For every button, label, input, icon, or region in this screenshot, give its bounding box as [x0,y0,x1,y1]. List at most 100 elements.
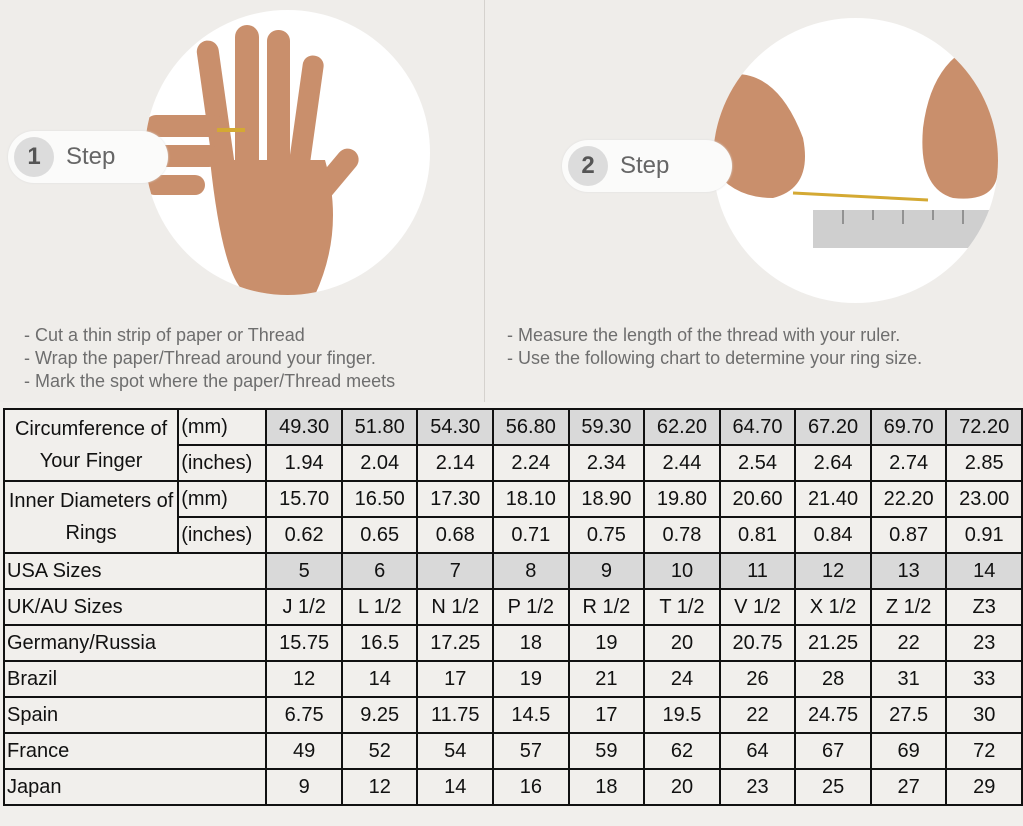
instruction-item: - Cut a thin strip of paper or Thread [24,325,305,345]
size-value: 64.70 [718,408,797,446]
size-value: 27.5 [869,696,948,734]
size-value: 24 [643,660,721,698]
size-value: 15.75 [265,624,343,662]
size-value: 49.30 [265,408,343,446]
size-value: 72 [945,732,1023,770]
size-value: Z 1/2 [869,588,948,626]
size-value: 2.24 [492,444,570,482]
size-value: 17 [416,660,495,698]
size-value: 11 [718,552,797,590]
size-value: 7 [416,552,495,590]
unit-label: (inches) [177,444,268,482]
size-value: 2.64 [794,444,872,482]
size-value: 19.5 [643,696,721,734]
size-value: 12 [340,768,419,806]
row-label: Brazil [2,660,268,698]
instruction-item: - Wrap the paper/Thread around your fing… [24,348,376,368]
size-value: 59.30 [567,408,646,446]
size-value: 2.34 [567,444,646,482]
size-value: 67 [794,732,872,770]
size-value: 17.30 [416,480,495,518]
size-value: 57 [492,732,570,770]
size-value: 62 [643,732,721,770]
unit-label: (inches) [177,516,268,554]
size-value: 5 [265,552,343,590]
size-value: 56.80 [492,408,570,446]
size-value: R 1/2 [567,588,646,626]
size-value: 10 [643,552,721,590]
size-value: 2.74 [869,444,948,482]
size-value: 16 [492,768,570,806]
size-value: 19 [567,624,646,662]
size-value: 49 [265,732,343,770]
size-value: 69.70 [869,408,948,446]
size-value: T 1/2 [643,588,721,626]
size-value: 20 [643,624,721,662]
size-value: X 1/2 [794,588,872,626]
size-value: 26 [718,660,797,698]
size-value: 22.20 [869,480,948,518]
group-label: Inner Diameters of Rings [2,480,180,554]
size-value: 29 [945,768,1023,806]
row-label: Spain [2,696,268,734]
size-value: 24.75 [794,696,872,734]
table-row: UK/AU Sizes J 1/2 L 1/2 N 1/2 P 1/2 R 1/2 T 1/… [2,588,1023,626]
instruction-item: - Use the following chart to determine y… [507,348,923,368]
size-value: 28 [794,660,872,698]
size-value: 19 [492,660,570,698]
size-value: 23.00 [945,480,1023,518]
size-value: 25 [794,768,872,806]
size-value: 0.71 [492,516,570,554]
step-1-badge: 1 Step [8,131,168,183]
size-value: 14 [945,552,1023,590]
size-value: 69 [869,732,948,770]
size-value: 6 [340,552,419,590]
size-value: 18.10 [492,480,570,518]
size-value: 22 [869,624,948,662]
size-value: 2.85 [945,444,1023,482]
size-value: 64 [718,732,797,770]
row-label: USA Sizes [2,552,268,590]
size-value: 23 [945,624,1023,662]
table-row: USA Sizes 5 6 7 8 9 10 11 12 13 14 [2,552,1023,590]
size-value: 0.81 [718,516,797,554]
size-value: 21 [567,660,646,698]
size-value: 33 [945,660,1023,698]
size-value: 17.25 [416,624,495,662]
size-value: 52 [340,732,419,770]
panel-divider [484,0,485,402]
size-value: P 1/2 [492,588,570,626]
size-value: 20 [643,768,721,806]
step-2-badge: 2 Step [562,140,732,192]
size-value: 8 [492,552,570,590]
size-value: 2.54 [718,444,797,482]
size-value: 16.5 [340,624,419,662]
size-value: 17 [567,696,646,734]
table-row: Circumference of Your Finger (mm) 49.30 51.… [2,408,1023,482]
size-value: 12 [265,660,343,698]
size-value: 14 [340,660,419,698]
table-row: (inches) 0.62 0.65 0.68 0.71 0.75 0.78 0.81 0.84… [4,516,1023,554]
table-row: Spain 6.75 9.25 11.75 14.5 17 19.5 22 24.75 27.5 3… [2,696,1023,734]
size-value: 54.30 [416,408,495,446]
row-label: Germany/Russia [2,624,268,662]
size-value: 9 [567,552,646,590]
size-value: 0.78 [643,516,721,554]
size-value: 16.50 [340,480,419,518]
size-value: 2.44 [643,444,721,482]
size-value: 20.60 [718,480,797,518]
size-value: 18.90 [567,480,646,518]
size-value: 12 [794,552,872,590]
size-value: 27 [869,768,948,806]
unit-label: (mm) [177,480,268,518]
step-1-instructions: - Cut a thin strip of paper or Thread - W… [24,324,395,393]
step-number: 2 [568,146,608,186]
size-value: 21.25 [794,624,872,662]
size-value: 15.70 [265,480,343,518]
table-row: Inner Diameters of Rings (mm) 15.70 16.50 17… [2,480,1023,554]
size-value: 1.94 [265,444,343,482]
instruction-item: - Mark the spot where the paper/Thread m… [24,371,396,391]
size-value: 67.20 [794,408,872,446]
row-label: UK/AU Sizes [2,588,268,626]
thread-and-ruler-image [713,18,998,303]
